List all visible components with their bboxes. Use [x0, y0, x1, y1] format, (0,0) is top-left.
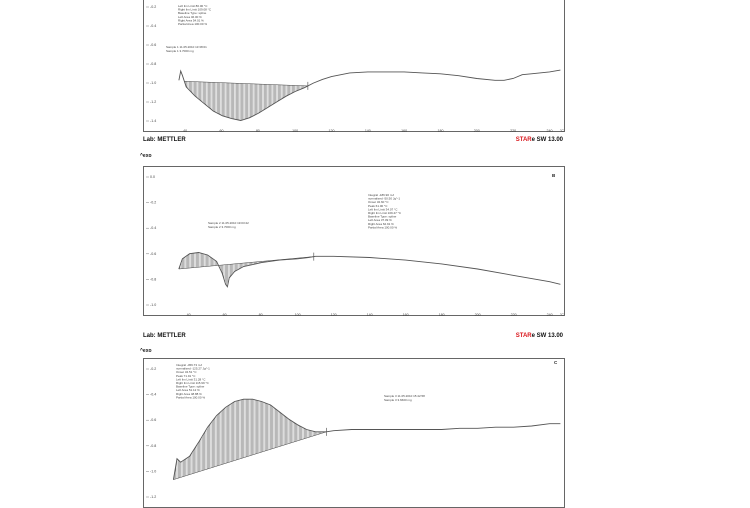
x-tick-label: 80	[259, 313, 263, 317]
panel-letter: B	[552, 173, 556, 178]
x-tick-label: 240	[546, 129, 552, 133]
y-tick-label: -1.2	[150, 100, 156, 104]
annotation-line: Onset 34.51 °C	[176, 370, 197, 374]
annotation-line: Left lim Limit 31.28 °C	[176, 377, 206, 381]
annotation-line: Left Area 51.12 %	[176, 388, 200, 392]
thermogram-panel-a: -0.2 -0.4 -0.6 -0.8 -1.0 -1.2 -1.4 40 60 80 100 120…	[143, 0, 565, 133]
annotation-line: Integral -459.73 mJ	[176, 363, 202, 367]
dsc-curve	[178, 69, 561, 121]
annotation-line: Baseline Type: spline	[176, 385, 205, 389]
y-tick-label: -0.8	[150, 62, 156, 66]
annotation-line: normalized -125.27 Jg^-1	[176, 367, 210, 371]
lab-label-a: Lab: METTLER	[143, 137, 186, 143]
annotation-line: Right Area 62.91 %	[368, 222, 394, 226]
y-tick-label: -0.8	[150, 444, 156, 448]
y-tick-label: -0.2	[150, 201, 156, 205]
annotation-line: Partial Area 100.00 %	[178, 22, 207, 26]
annotation-line: Baseline Type: spline	[368, 215, 397, 219]
x-tick-label: 160	[401, 129, 407, 133]
annotation-line: Left lim Limit 34.07 °C	[368, 207, 398, 211]
sample-line: Sample 1 3.7000 mg	[166, 49, 194, 53]
annotation-line: Right lim Limit 109.47 °C	[368, 211, 402, 215]
y-tick-label: -1.0	[150, 469, 156, 473]
y-tick-label: -0.6	[150, 252, 156, 256]
sample-line: Sample 2 11.05.2010 19:03:22	[208, 221, 249, 225]
x-tick-label: 160	[403, 313, 409, 317]
x-tick-label: 200	[475, 313, 481, 317]
y-tick-label: -0.6	[150, 43, 156, 47]
baseline-line	[184, 81, 308, 87]
plot-a: -0.2 -0.4 -0.6 -0.8 -1.0 -1.2 -1.4 40 60 80 100 120…	[146, 4, 564, 133]
y-tick-label: -1.0	[150, 81, 156, 85]
annotation-line: Onset 32.60 °C	[368, 200, 389, 204]
x-tick-label: 60	[219, 129, 223, 133]
x-tick-label: 220	[511, 313, 517, 317]
annotation-line: Right lim Limit 109.08 °C	[178, 8, 212, 12]
x-unit-label: °C	[560, 313, 564, 317]
thermogram-panel-c: -0.2 -0.4 -0.6 -0.8 -1.0 -1.2 Integral -459.73…	[143, 358, 565, 508]
x-tick-label: 220	[510, 129, 516, 133]
sample-line: Sample 3 3.6600 mg	[384, 398, 412, 402]
dsc-curve	[172, 398, 561, 480]
x-tick-label: 120	[331, 313, 337, 317]
star-red-a: STAR	[515, 137, 532, 143]
plot-c: -0.2 -0.4 -0.6 -0.8 -1.0 -1.2 Integral -459.73…	[146, 360, 561, 499]
annotation-line: Right lim Limit 115.99 °C	[176, 381, 210, 385]
exo-label-b: ^exo	[140, 153, 152, 159]
dsc-curve	[178, 252, 561, 288]
y-tick-label: -1.0	[150, 303, 156, 307]
star-version-a: e SW 13.00	[531, 137, 563, 143]
sample-line: Sample 1 11.05.2010 13:38:01	[166, 45, 207, 49]
y-tick-label: -0.4	[150, 24, 156, 28]
x-tick-label: 60	[223, 313, 227, 317]
lab-label-b: Lab: METTLER	[143, 333, 186, 339]
y-tick-label: -0.6	[150, 418, 156, 422]
x-tick-label: 40	[183, 129, 187, 133]
x-tick-label: 120	[328, 129, 334, 133]
thermogram-panel-b: 0.0 -0.2 -0.4 -0.6 -0.8 -1.0 40 60 80 100 120 140 16…	[143, 166, 565, 317]
x-tick-label: 240	[547, 313, 553, 317]
annotation-line: Baseline Type: spline	[178, 11, 207, 15]
y-tick-label: -0.2	[150, 367, 156, 371]
y-tick-label: -1.2	[150, 495, 156, 499]
sample-line: Sample 3 11.05.2010 15:42:58	[384, 394, 425, 398]
baseline-line	[178, 256, 314, 270]
panel-letter: C	[554, 360, 558, 365]
x-tick-label: 180	[439, 313, 445, 317]
annotation-line: Left Area 37.09 %	[368, 218, 392, 222]
annotation-line: Left Area 46.00 %	[178, 15, 202, 19]
annotation-line: Peak 71.91 °C	[176, 374, 196, 378]
annotation-line: Left lim Limit 80.00 °C	[178, 4, 208, 8]
annotation-line: Peak 61.00 °C	[368, 204, 388, 208]
x-tick-label: 100	[292, 129, 298, 133]
star-sw-a: STARe SW 13.00	[516, 137, 563, 143]
y-tick-label: -0.4	[150, 393, 156, 397]
star-sw-b: STARe SW 13.00	[516, 333, 563, 339]
x-tick-label: 40	[187, 313, 191, 317]
y-tick-label: -0.8	[150, 277, 156, 281]
x-unit-label: °C	[560, 129, 564, 133]
baseline-line	[173, 431, 327, 480]
star-version-b: e SW 13.00	[531, 333, 563, 339]
annotation-line: Integral -186.90 mJ	[368, 193, 394, 197]
annotation-line: Partial Area 100.00 %	[176, 395, 205, 399]
annotation-line: normalized -50.50 Jg^-1	[368, 197, 400, 201]
y-tick-label: -0.4	[150, 226, 156, 230]
x-tick-label: 100	[295, 313, 301, 317]
annotation-line: Right Area 54.01 %	[178, 18, 204, 22]
plot-b: 0.0 -0.2 -0.4 -0.6 -0.8 -1.0 40 60 80 100 120 140 16…	[146, 173, 564, 317]
exo-label-c: ^exo	[140, 348, 152, 354]
x-tick-label: 180	[437, 129, 443, 133]
y-tick-label: -1.4	[150, 119, 156, 123]
y-tick-label: -0.2	[150, 5, 156, 9]
annotation-line: Partial Area 100.00 %	[368, 225, 397, 229]
sample-line: Sample 2 3.7000 mg	[208, 225, 236, 229]
y-tick-label: 0.0	[150, 175, 155, 179]
x-tick-label: 140	[367, 313, 373, 317]
annotation-line: Right Area 48.88 %	[176, 392, 202, 396]
star-red-b: STAR	[515, 333, 532, 339]
x-tick-label: 80	[256, 129, 260, 133]
x-tick-label: 140	[365, 129, 371, 133]
x-tick-label: 200	[474, 129, 480, 133]
